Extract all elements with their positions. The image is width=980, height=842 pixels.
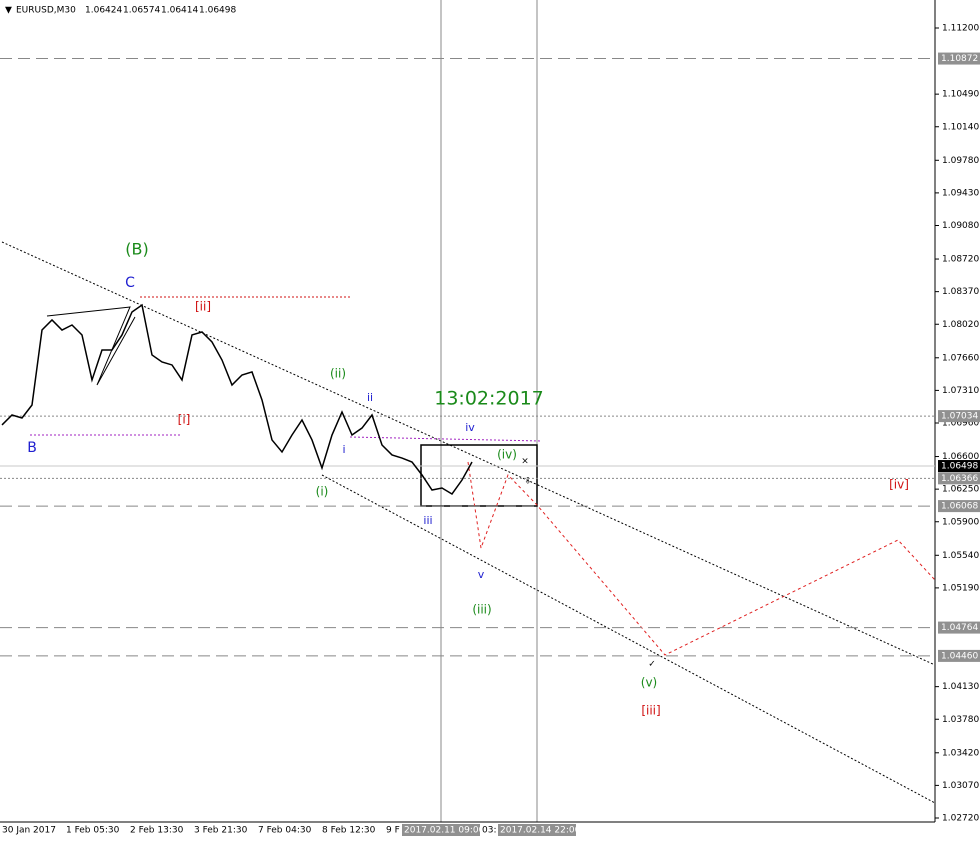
y-tick-label: 1.08020 [942,320,979,330]
y-tick-label: 1.06250 [942,485,979,495]
y-tick-label: 1.09430 [942,188,979,198]
x-tick-label: 2 Feb 13:30 [130,826,184,836]
time-box [402,824,480,836]
level-label: 1.06366 [941,474,978,484]
y-tick-label: 1.02720 [942,814,979,824]
level-label: 1.06068 [941,502,978,512]
wave-label: iii [423,514,432,527]
level-label: 1.06498 [941,462,978,472]
wave-label: [iv] [889,478,909,492]
time-box [498,824,576,836]
y-tick-label: 1.05900 [942,517,979,527]
forecast-line [467,461,936,656]
x-tick-label: 9 F [386,826,400,836]
symbol: EURUSD,M30 [16,6,76,16]
level-box [938,621,980,634]
channel-line [1,241,936,666]
y-tick-label: 1.03070 [942,781,979,791]
y-tick-label: 1.03420 [942,748,979,758]
x-tick-label: 1 Feb 05:30 [66,826,120,836]
wave-label: [ii] [195,300,211,314]
wave-label: (i) [316,485,329,499]
drawings: × ✓ ⇩ [1,0,936,822]
y-tick-label: 1.05540 [942,551,979,561]
level-label: 1.07034 [941,412,978,422]
wave-label: (iii) [472,603,491,617]
level-label: 1.04460 [941,651,978,661]
menu-arrow[interactable]: ▼ [5,6,12,16]
level-box [938,472,980,485]
wave-label: [iii] [641,704,660,718]
x-tick-label: 3 Feb 21:30 [194,826,248,836]
y-tick-label: 1.06600 [942,452,979,462]
ohlc-value: 1.06574 [123,6,160,16]
x-tick-label: 2017.02.14 22:00 [500,826,581,836]
wave-label: iv [465,421,475,434]
level-label: 1.04764 [941,623,978,633]
cross-icon: × [521,457,529,467]
y-tick-label: 1.03780 [942,715,979,725]
level-label: 1.10872 [941,54,978,64]
x-tick-label: 30 Jan 2017 [2,826,56,836]
y-tick-label: 1.07660 [942,353,979,363]
wave-label: 13:02:2017 [434,388,544,410]
y-tick-label: 1.10140 [942,122,979,132]
y-tick-label: 1.09080 [942,221,979,231]
level-box [938,500,980,513]
ohlc-value: 1.06424 [85,6,122,16]
wave-label: B [27,440,37,456]
y-tick-label: 1.08720 [942,255,979,265]
price-line [1,303,473,495]
arrow-icon: ⇩ [524,477,532,487]
y-tick-label: 1.09780 [942,156,979,166]
y-tick-label: 1.10490 [942,90,979,100]
x-tick-label: 03: [482,826,496,836]
y-tick-label: 1.04130 [942,682,979,692]
level-box [938,52,980,65]
y-tick-label: 1.11200 [942,24,979,34]
wave-label: v [478,568,485,581]
ohlc-value: 1.06498 [199,6,236,16]
wave-label: (iv) [497,448,517,462]
wave-label: [i] [178,413,191,427]
wave-label: (ii) [330,367,346,381]
wave-label: ii [367,391,373,404]
ohlc-value: 1.06414 [161,6,198,16]
y-tick-label: 1.08370 [942,287,979,297]
wave-label: i [342,443,345,456]
wave-label: (B) [125,240,148,259]
y-tick-label: 1.06960 [942,419,979,429]
level-box [938,410,980,423]
level-box [938,460,980,473]
y-tick-label: 1.07310 [942,386,979,396]
x-tick-label: 2017.02.11 09:00 [404,826,485,836]
wave-label: C [125,275,135,291]
x-tick-label: 7 Feb 04:30 [258,826,312,836]
x-tick-label: 8 Feb 12:30 [322,826,376,836]
wave-label: (v) [641,676,657,690]
level-box [938,649,980,662]
check-icon: ✓ [648,660,656,670]
y-tick-label: 1.05190 [942,583,979,593]
triangle [46,306,136,386]
